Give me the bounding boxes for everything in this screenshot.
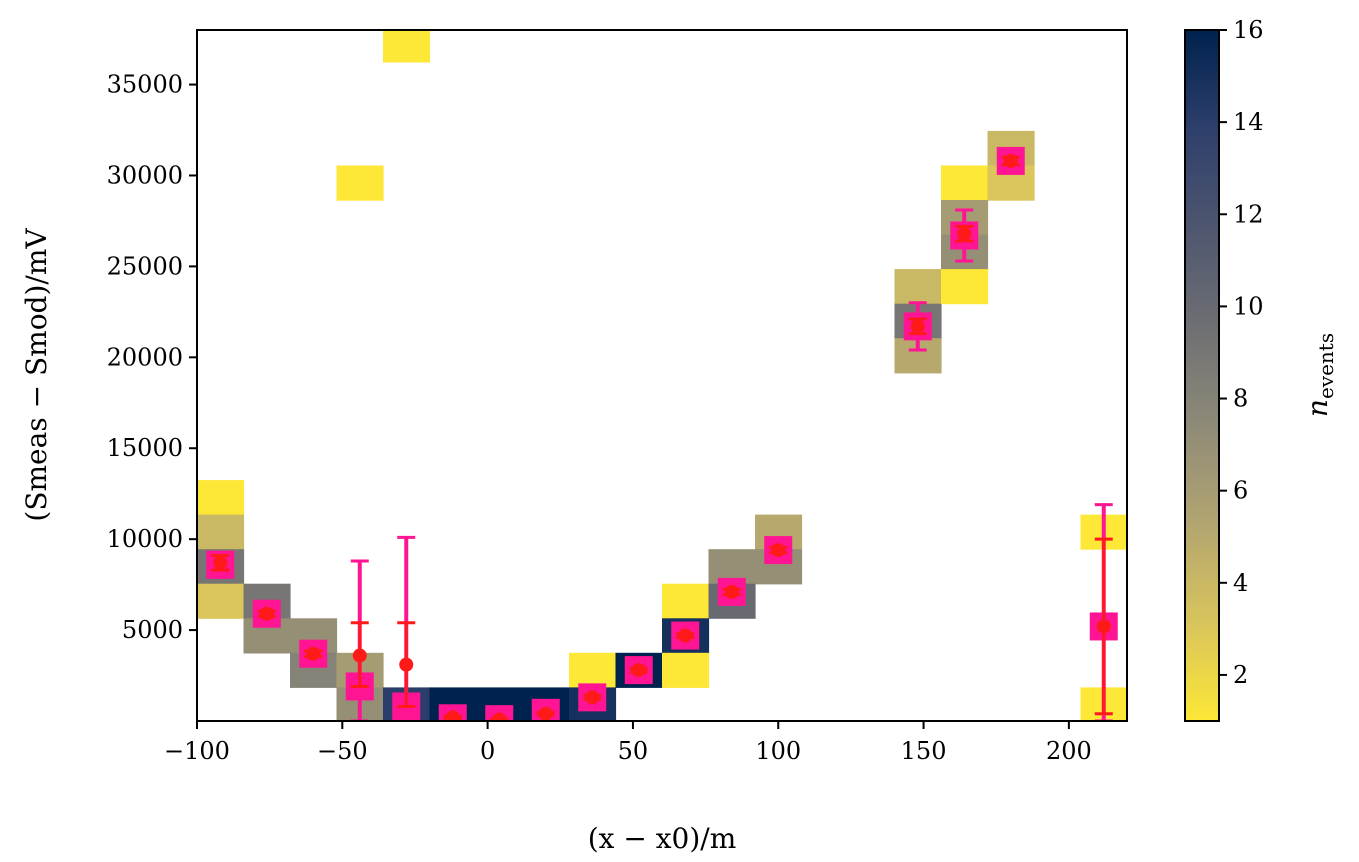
colorbar (1184, 29, 1220, 722)
colorbar-tick-label: 2 (1233, 661, 1248, 689)
mean-marker (1003, 153, 1018, 168)
y-axis-label: (Smeas − Smod)/mV (20, 228, 53, 522)
heatmap-bin (941, 165, 989, 201)
x-tick-label: −100 (164, 737, 230, 765)
error-bar-series (206, 146, 1118, 721)
mean-marker (352, 648, 367, 663)
mean-marker (910, 319, 925, 334)
mean-marker (957, 226, 972, 241)
x-tick-label: 200 (1046, 737, 1092, 765)
colorbar-label-sub: events (1314, 333, 1338, 399)
colorbar-label-text: nevents (1301, 333, 1338, 417)
y-tick-label: 30000 (107, 161, 183, 189)
mean-marker (631, 663, 646, 678)
colorbar-tick-label: 12 (1233, 200, 1264, 228)
mean-marker (1096, 619, 1111, 634)
y-axis-ticks: 5000 10000 15000 20000 25000 30000 35000 (107, 71, 197, 644)
plot-frame (196, 29, 1128, 722)
mean-marker (213, 555, 228, 570)
heatmap-bin (662, 652, 710, 688)
x-axis-ticks: −100 −50 0 50 100 150 200 (164, 721, 1092, 765)
heatmap-bin (336, 165, 384, 201)
y-tick-label: 10000 (107, 525, 183, 553)
colorbar-tick-label: 10 (1233, 292, 1264, 320)
mean-marker (771, 543, 786, 558)
mean-marker (678, 628, 693, 643)
colorbar-label-main: n (1301, 399, 1334, 417)
heatmap-bin (197, 583, 245, 619)
y-tick-label: 15000 (107, 434, 183, 462)
heatmap-bin (941, 269, 989, 305)
heatmap-bins (197, 30, 1127, 721)
colorbar-label: nevents (1301, 333, 1338, 417)
x-tick-label: −50 (317, 737, 368, 765)
x-tick-label: 50 (618, 737, 649, 765)
x-axis-label: (x − x0)/m (588, 822, 737, 855)
colorbar-tick-label: 14 (1233, 108, 1264, 136)
colorbar-tick-label: 6 (1233, 477, 1248, 505)
series-mean (211, 153, 1113, 721)
y-tick-label: 20000 (107, 343, 183, 371)
mean-marker (492, 712, 507, 721)
mean-marker (724, 584, 739, 599)
mean-marker (445, 710, 460, 721)
heatmap-bin (662, 583, 710, 619)
mean-marker (585, 690, 600, 705)
heatmap-bin (894, 269, 942, 305)
x-tick-label: 150 (901, 737, 947, 765)
colorbar-tick-label: 16 (1233, 16, 1264, 44)
heatmap-bin (197, 514, 245, 550)
colorbar-tick-label: 4 (1233, 569, 1248, 597)
mean-marker (399, 657, 414, 672)
y-tick-label: 5000 (122, 616, 183, 644)
mean-marker (538, 706, 553, 721)
colorbar-tick-label: 8 (1233, 385, 1248, 413)
y-tick-label: 25000 (107, 252, 183, 280)
x-tick-label: 0 (480, 737, 495, 765)
heatmap-bin (197, 480, 245, 516)
x-tick-label: 100 (755, 737, 801, 765)
y-tick-label: 35000 (107, 71, 183, 99)
mean-marker (306, 646, 321, 661)
heatmap-bin (569, 652, 617, 688)
heatmap-bin (383, 30, 431, 63)
mean-marker (259, 606, 274, 621)
colorbar-ticks: 2 4 6 8 10 12 14 16 (1219, 16, 1264, 689)
